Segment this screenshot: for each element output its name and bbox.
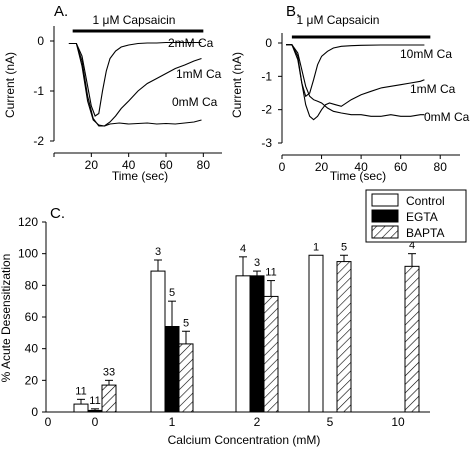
panel-c-legend-label: EGTA	[406, 210, 438, 224]
panel-c-n-label: 5	[183, 317, 189, 329]
panel-a-trace-label: 1mM Ca	[176, 67, 222, 81]
panel-c-n-label: 1	[313, 241, 319, 253]
panel-b-xlabel: Time (sec)	[330, 169, 386, 183]
panel-c-legend-swatch-egta	[371, 209, 399, 223]
panel-b-trace-1mmca	[286, 44, 425, 121]
panel-c-n-label: 3	[254, 257, 260, 269]
panel-a-y-tick-label: -2	[33, 134, 44, 148]
panel-c-legend-label: Control	[406, 194, 445, 208]
panel-c-n-label: 5	[169, 287, 175, 299]
panel-c-bar-control	[73, 403, 89, 413]
panel-c-bar-control	[235, 275, 251, 413]
panel-a-x-tick-label: 80	[197, 158, 211, 172]
panel-c-n-label: 5	[341, 241, 347, 253]
panel-a-letter: A.	[54, 3, 68, 20]
panel-a-x-tick-label: 20	[85, 158, 99, 172]
panel-c: C. % Acute Desensitization Calcium Conce…	[0, 189, 467, 447]
panel-c-n-label: 11	[89, 395, 100, 407]
panel-a-y-tick-label: 0	[37, 34, 44, 48]
panel-a-y-tick-label: -1	[33, 84, 44, 98]
panel-b-y-tick-label: -2	[261, 103, 272, 117]
panel-a-xlabel: Time (sec)	[112, 169, 168, 183]
panel-a: A. 1 μM Capsaicin Current (nA) Time (sec…	[3, 3, 222, 183]
panel-c-x-tick-label: 1	[169, 415, 176, 429]
panel-c-y-tick-label: 120	[18, 215, 38, 229]
panel-c-y-tick-label: 80	[25, 278, 39, 292]
panel-c-n-label: 3	[155, 246, 161, 258]
panel-a-x-tick-label: 60	[159, 158, 173, 172]
panel-b-trace-0mmca	[286, 44, 425, 117]
panel-b-y-tick-label: 0	[265, 36, 272, 50]
panel-c-bar-bapta	[178, 343, 194, 413]
panel-c-x-tick-label: 5	[327, 415, 334, 429]
panel-c-legend-swatch-bapta	[371, 225, 399, 239]
panel-c-bar-control	[308, 254, 324, 413]
panel-c-bar-bapta	[404, 265, 420, 413]
panel-c-xlabel: Calcium Concentration (mM)	[168, 433, 321, 447]
panel-c-bar-egta	[249, 275, 265, 413]
panel-c-y-tick-label: 0	[31, 405, 38, 419]
panel-c-n-label: 4	[409, 240, 415, 252]
panel-b-x-tick-label: 60	[394, 160, 408, 174]
panel-b-trace-label: 1mM Ca	[410, 82, 456, 96]
panel-a-trace-0mmca	[68, 42, 202, 127]
panel-c-y-tick-label: 60	[25, 310, 39, 324]
panel-c-letter: C.	[50, 205, 65, 222]
panel-b-trace-label: 10mM Ca	[400, 47, 452, 61]
panel-a-trace-label: 0mM Ca	[172, 95, 218, 109]
panel-c-y-tick-label: 40	[25, 342, 39, 356]
panel-a-x-tick-label: 40	[122, 158, 136, 172]
panel-c-x-tick-label: 0	[92, 415, 99, 429]
panel-c-bar-control	[150, 270, 166, 413]
panel-c-n-label: 11	[265, 267, 276, 279]
panel-c-bar-bapta	[336, 261, 352, 413]
panel-c-y-tick-label: 100	[18, 247, 38, 261]
panel-c-n-label: 4	[240, 243, 246, 255]
panel-b-x-tick-label: 0	[279, 160, 286, 174]
panel-c-legend-label: BAPTA	[406, 226, 444, 240]
panel-b-x-tick-label: 20	[315, 160, 329, 174]
panel-a-trace-1mmca	[68, 42, 202, 127]
panel-c-x-tick-label: 10	[391, 415, 405, 429]
panel-c-y-tick-label: 20	[25, 373, 39, 387]
panel-c-bar-egta	[87, 409, 103, 413]
panel-a-trace-2mmca	[68, 41, 202, 117]
panel-b-ylabel: Current (nA)	[230, 52, 244, 118]
panel-b-y-tick-label: -3	[261, 136, 272, 150]
panel-b-x-tick-label: 40	[354, 160, 368, 174]
panel-a-ylabel: Current (nA)	[3, 52, 17, 118]
panel-c-n-label: 11	[75, 385, 86, 397]
panel-c-bar-bapta	[101, 384, 117, 413]
panel-b-trace-label: 0mM Ca	[424, 110, 470, 124]
panel-c-bar-bapta	[263, 295, 279, 413]
panel-c-legend-swatch-control	[371, 193, 399, 207]
panel-b-letter: B.	[286, 3, 300, 20]
panel-c-x-tick-label: 2	[254, 415, 261, 429]
panel-a-capsaicin-label: 1 μM Capsaicin	[93, 13, 176, 27]
panel-c-ylabel: % Acute Desensitization	[0, 254, 13, 383]
panel-a-trace-label: 2mM Ca	[168, 36, 214, 50]
panel-b-capsaicin-label: 1 μM Capsaicin	[297, 13, 380, 27]
panel-c-x-start-label: 0	[45, 415, 52, 429]
panel-c-bar-egta	[164, 326, 180, 413]
panel-b-y-tick-label: -1	[261, 69, 272, 83]
panel-b-x-tick-label: 80	[434, 160, 448, 174]
panel-c-n-label: 33	[103, 366, 115, 378]
panel-b: B. 1 μM Capsaicin Current (nA) Time (sec…	[230, 3, 470, 183]
